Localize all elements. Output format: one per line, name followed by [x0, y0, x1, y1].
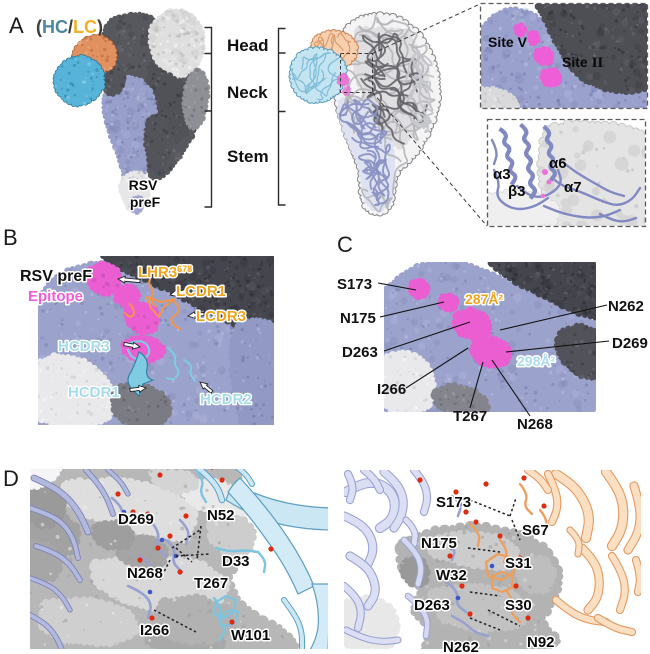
svg-text:α7: α7: [564, 179, 582, 196]
svg-text:S173: S173: [436, 494, 471, 511]
svg-text:RSV: RSV: [129, 177, 158, 193]
svg-text:N52: N52: [207, 507, 235, 524]
svg-text:β3: β3: [508, 183, 526, 200]
svg-text:HCDR1: HCDR1: [68, 384, 120, 401]
svg-text:D33: D33: [222, 553, 250, 570]
svg-text:N175: N175: [340, 310, 376, 327]
svg-text:D263: D263: [414, 597, 450, 614]
svg-text:T267: T267: [453, 408, 487, 425]
svg-text:N262: N262: [443, 639, 479, 654]
svg-text:D269: D269: [118, 511, 154, 528]
svg-text:LCDR1: LCDR1: [176, 283, 226, 300]
svg-text:287Å²: 287Å²: [465, 291, 503, 307]
svg-text:HCDR2: HCDR2: [200, 391, 252, 408]
svg-text:LCDR3: LCDR3: [196, 308, 246, 325]
svg-text:Head: Head: [227, 36, 269, 55]
svg-text:298Å²: 298Å²: [517, 353, 555, 369]
svg-text:W32: W32: [436, 567, 467, 584]
svg-text:C: C: [337, 232, 353, 257]
svg-text:(HC/LC): (HC/LC): [36, 17, 103, 37]
svg-text:Neck: Neck: [227, 83, 268, 102]
svg-text:D269: D269: [612, 335, 648, 352]
svg-text:N262: N262: [608, 298, 644, 315]
svg-text:Stem: Stem: [227, 147, 269, 166]
svg-text:A: A: [9, 13, 24, 38]
svg-text:W101: W101: [231, 627, 270, 644]
svg-text:α6: α6: [549, 155, 567, 172]
svg-text:Epitope: Epitope: [28, 288, 83, 305]
svg-text:S31: S31: [505, 555, 532, 572]
svg-text:I266: I266: [377, 381, 406, 398]
svg-text:Site V: Site V: [488, 34, 528, 50]
svg-text:I266: I266: [140, 622, 169, 639]
svg-text:T267: T267: [194, 575, 228, 592]
svg-text:α3: α3: [493, 166, 511, 183]
svg-text:D: D: [3, 466, 19, 491]
svg-text:Site II: Site II: [562, 54, 603, 71]
svg-text:D263: D263: [342, 344, 378, 361]
svg-text:HCDR3: HCDR3: [58, 338, 110, 355]
svg-text:preF: preF: [130, 194, 161, 210]
svg-text:N92: N92: [527, 634, 555, 651]
svg-text:B: B: [3, 225, 18, 250]
svg-text:S67: S67: [522, 522, 549, 539]
svg-text:N175: N175: [421, 535, 457, 552]
svg-text:N268: N268: [127, 565, 163, 582]
svg-text:S30: S30: [505, 597, 532, 614]
svg-text:RSV preF: RSV preF: [20, 268, 92, 285]
svg-text:N268: N268: [517, 416, 553, 433]
svg-text:S173: S173: [337, 276, 372, 293]
